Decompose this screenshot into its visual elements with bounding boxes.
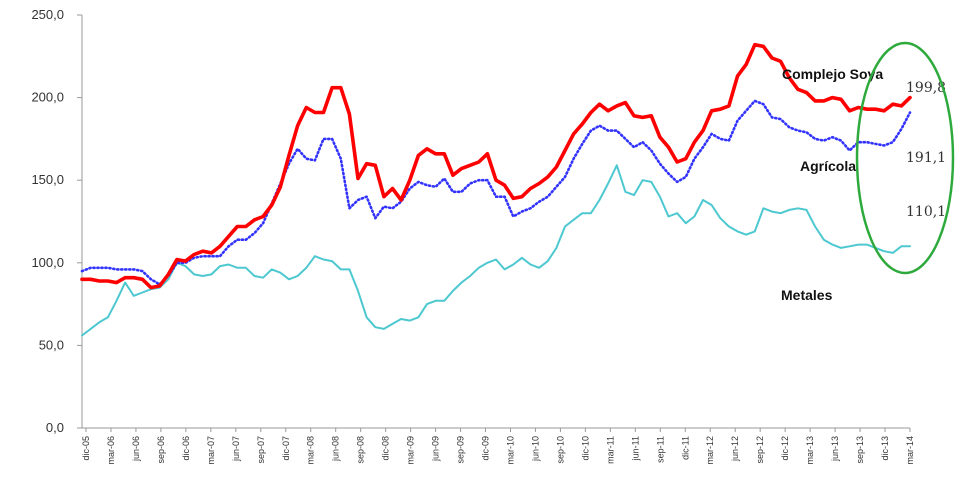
y-tick-label: 50,0: [39, 337, 64, 352]
x-tick-label: sep-07: [256, 436, 266, 464]
x-tick-label: jun-10: [530, 436, 540, 462]
y-tick-label: 200,0: [31, 90, 64, 105]
x-axis: dic-05 mar-06 jun-06 sep-06 dic-06 mar-07 jun-…: [81, 427, 915, 465]
y-tick-label: 250,0: [31, 7, 64, 22]
x-tick-label: mar-10: [505, 436, 515, 465]
x-tick-label: jun-08: [331, 436, 341, 462]
x-tick-label: dic-12: [780, 436, 790, 461]
x-tick-label: mar-14: [905, 436, 915, 465]
x-tick-label: sep-11: [655, 436, 665, 463]
end-value-agricola: 191,1: [906, 150, 946, 166]
x-tick-label: mar-13: [805, 436, 815, 465]
x-tick-label: sep-08: [356, 436, 366, 464]
x-tick-label: dic-05: [81, 436, 91, 461]
x-tick-label: mar-06: [106, 436, 116, 465]
x-tick-label: jun-07: [231, 436, 241, 462]
series-line-agr-cola: [80, 99, 912, 286]
series-label-complejo-soya: Complejo Soya: [782, 66, 883, 82]
x-tick-label: sep-12: [755, 436, 765, 464]
series-labels: Complejo Soya Agrícola Metales 199,8 191…: [781, 66, 946, 303]
x-tick-label: sep-13: [855, 436, 865, 464]
x-tick-label: jun-13: [830, 436, 840, 462]
x-tick-label: mar-09: [406, 436, 416, 465]
x-tick-label: sep-09: [456, 436, 466, 464]
x-tick-label: jun-06: [131, 436, 141, 462]
y-tick-label: 150,0: [31, 172, 64, 187]
x-tick-label: jun-09: [431, 436, 441, 462]
series-line-metales: [81, 164, 911, 337]
highlight-ellipse: [855, 41, 955, 275]
series-layer: [80, 42, 912, 337]
x-tick-label: sep-06: [156, 436, 166, 464]
x-tick-label: dic-06: [181, 436, 191, 461]
x-tick-label: dic-10: [580, 436, 590, 461]
x-tick-label: mar-08: [306, 436, 316, 465]
x-tick-label: mar-12: [705, 436, 715, 465]
end-value-metales: 110,1: [906, 204, 946, 220]
x-tick-label: dic-11: [680, 436, 690, 460]
x-tick-label: jun-12: [730, 436, 740, 462]
x-tick-label: dic-08: [381, 436, 391, 461]
x-tick-label: mar-07: [206, 436, 216, 465]
x-tick-label: dic-13: [880, 436, 890, 461]
y-tick-label: 100,0: [31, 255, 64, 270]
series-label-metales: Metales: [781, 287, 833, 303]
y-tick-label: 0,0: [46, 420, 64, 435]
x-tick-label: mar-11: [605, 436, 615, 464]
x-tick-label: dic-07: [281, 436, 291, 461]
x-tick-label: jun-11: [630, 436, 640, 461]
series-line-complejo-soya: [80, 42, 912, 290]
series-label-agricola: Agrícola: [800, 158, 856, 174]
end-value-complejo-soya: 199,8: [906, 80, 946, 96]
x-tick-label: dic-09: [481, 436, 491, 461]
x-tick-label: sep-10: [555, 436, 565, 464]
y-axis: 0,0 50,0 100,0 150,0 200,0 250,0: [31, 7, 83, 435]
